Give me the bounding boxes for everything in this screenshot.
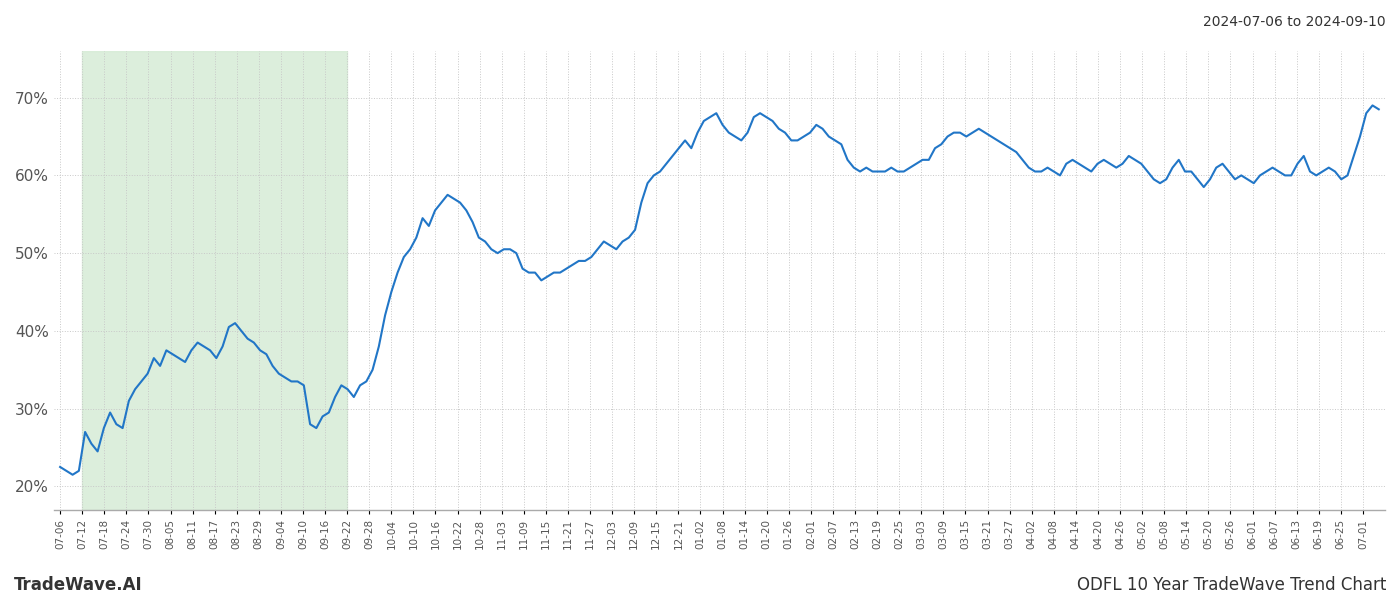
Bar (83, 51, 347, 510)
Text: TradeWave.AI: TradeWave.AI (14, 576, 143, 594)
Text: ODFL 10 Year TradeWave Trend Chart: ODFL 10 Year TradeWave Trend Chart (1077, 576, 1386, 594)
Text: 2024-07-06 to 2024-09-10: 2024-07-06 to 2024-09-10 (1204, 15, 1386, 29)
